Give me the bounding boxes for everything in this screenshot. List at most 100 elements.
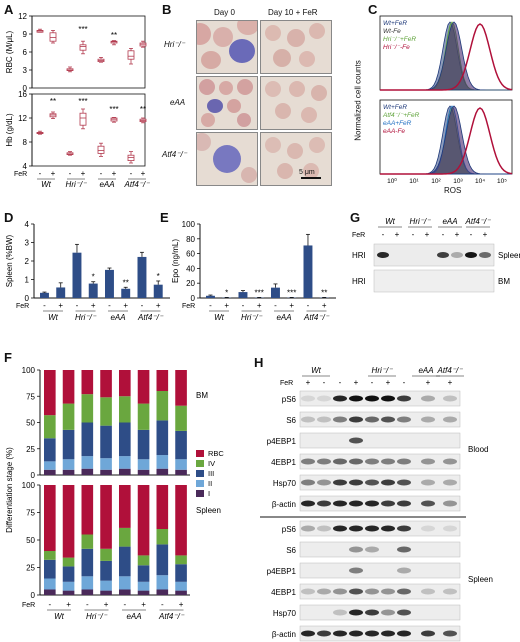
blood-band xyxy=(317,479,331,486)
spleen-blot-strip xyxy=(299,541,461,558)
spleen-band xyxy=(443,630,457,637)
ros-bottom-legend-entry: eAA+FeR xyxy=(383,120,412,127)
fer-sign: - xyxy=(242,301,245,310)
group-label: Atf4⁻/⁻ xyxy=(303,313,330,322)
bm-segment xyxy=(156,420,169,456)
significance: * xyxy=(225,288,228,297)
bm-segment xyxy=(100,425,112,459)
blood-tissue-label: Blood xyxy=(468,445,488,454)
bm-segment xyxy=(156,391,169,421)
spleen-segment xyxy=(44,485,56,551)
spleen-segment xyxy=(119,546,131,577)
row-label: HRI xyxy=(352,251,366,260)
legend-label: III xyxy=(208,469,214,478)
y-tick-label: 100 xyxy=(182,220,196,229)
bm-segment xyxy=(100,458,112,470)
rbc-box xyxy=(79,44,87,51)
bm-segment xyxy=(100,370,112,398)
panel-label-b: B xyxy=(162,2,172,17)
panel-c: C Normalized cell counts ROS Wt+FeR Wt-Fe… xyxy=(352,0,520,200)
fer-label: FeR xyxy=(352,232,365,239)
fer-sign: - xyxy=(412,230,415,239)
spleen-segment xyxy=(62,485,75,558)
panel-label-g: G xyxy=(350,210,361,225)
spleen-row-label: p4EBP1 xyxy=(267,567,297,576)
blood-row-label: β-actin xyxy=(272,500,296,509)
y-tick-label: 0 xyxy=(191,294,196,303)
spleen-segment xyxy=(156,529,169,545)
significance: ** xyxy=(321,288,327,297)
bar xyxy=(303,245,313,298)
spleen-blot-strip xyxy=(299,562,461,579)
blood-blot-strip xyxy=(299,411,461,428)
spleen-segment xyxy=(137,555,150,566)
spleen-segment xyxy=(44,551,56,560)
legend-swatch xyxy=(196,490,204,497)
spleen-segment xyxy=(44,559,56,579)
group-label: Wt xyxy=(214,313,225,322)
y-axis-label: Epo (ng/mL) xyxy=(171,239,180,283)
y-axis-label: Spleen (%BW) xyxy=(5,234,14,287)
blood-band xyxy=(421,416,435,423)
spleen-blot-strip xyxy=(299,625,461,642)
bm-segment xyxy=(137,429,150,460)
fer-sign: + xyxy=(51,169,56,178)
spleen-band xyxy=(349,630,363,637)
spleen-band xyxy=(349,609,363,616)
panel-g-western: Wt Hri⁻/⁻ eAA Atf4⁻/⁻ FeR - + - + - + - + HRI HRI Splee… xyxy=(352,217,520,293)
fer-sign: - xyxy=(403,378,406,387)
row-label-atf4: Atf4⁻/⁻ xyxy=(162,150,187,159)
group-label: Atf4⁻/⁻ xyxy=(437,366,464,375)
group-label: Atf4⁻/⁻ xyxy=(124,180,151,189)
rbc-significance: *** xyxy=(78,25,87,34)
spleen-segment xyxy=(175,581,187,591)
spleen-band xyxy=(421,525,435,532)
panel-b: B Day 0 Day 10 + FeR Hri⁻/⁻ eAA Atf4⁻/⁻ xyxy=(162,0,342,190)
panel-label-c: C xyxy=(368,2,378,17)
spleen-segment xyxy=(44,589,56,595)
blood-band xyxy=(397,458,411,465)
micrograph-eaa-day10 xyxy=(260,76,332,130)
blood-band xyxy=(397,500,411,507)
fer-sign: + xyxy=(483,230,488,239)
hb-tick-label: 12 xyxy=(18,114,27,123)
blood-row-label: pS6 xyxy=(282,395,297,404)
bm-tick-label: 75 xyxy=(26,392,35,401)
bm-segment xyxy=(119,422,131,457)
panel-a: A 12 9 6 3 0 RBC (M/μL) 16 12 8 4 Hb (g/dL) *** ** **… xyxy=(0,0,150,190)
fer-sign: + xyxy=(257,301,262,310)
bm-segment xyxy=(137,459,150,470)
bm-segment xyxy=(156,455,169,469)
legend-swatch xyxy=(196,480,204,487)
blood-band xyxy=(365,458,379,465)
legend-swatch xyxy=(196,470,204,477)
blood-band xyxy=(301,416,315,423)
rbc-box xyxy=(127,50,135,60)
bm-tick-label: 0 xyxy=(31,471,36,480)
spleen-segment xyxy=(100,560,112,581)
group-label: eAA xyxy=(442,217,457,226)
blood-band xyxy=(443,500,457,507)
spleen-band xyxy=(333,630,347,637)
bar xyxy=(88,283,98,298)
fer-sign: + xyxy=(81,169,86,178)
spleen-segment xyxy=(156,575,169,590)
group-label: eAA xyxy=(110,313,125,322)
spleen-segment xyxy=(81,589,94,595)
spleen-band xyxy=(301,588,315,595)
spleen-band xyxy=(365,546,379,553)
panel-e-barchart: 100 80 60 40 20 0 Epo (ng/mL) - * + - *** + - *** + - ** +… xyxy=(171,220,336,322)
band xyxy=(377,252,389,258)
spleen-segment xyxy=(62,590,75,595)
bm-tissue-label: BM xyxy=(196,391,208,400)
panel-g: G Wt Hri⁻/⁻ eAA Atf4⁻/⁻ FeR - + - + - + - + HRI HRI Spl… xyxy=(340,210,520,330)
spleen-segment xyxy=(137,590,150,595)
bm-segment xyxy=(119,468,131,475)
spleen-row-label: pS6 xyxy=(282,525,297,534)
fer-sign: - xyxy=(470,230,473,239)
bm-tick-label: 25 xyxy=(26,445,35,454)
blood-band xyxy=(349,458,363,465)
blood-band xyxy=(333,416,347,423)
spleen-tissue-label: Spleen xyxy=(196,506,221,515)
